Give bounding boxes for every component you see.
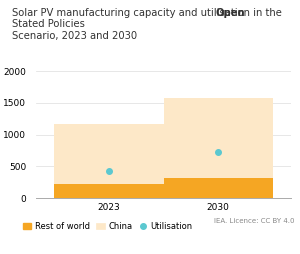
Bar	[54, 184, 164, 198]
Text: Solar PV manufacturing capacity and utilisation in the Stated Policies
Scenario,: Solar PV manufacturing capacity and util…	[12, 8, 282, 41]
Y-axis label: GW: GW	[0, 127, 1, 142]
Text: IEA. Licence: CC BY 4.0: IEA. Licence: CC BY 4.0	[214, 217, 294, 224]
Legend: Rest of world, China, Utilisation: Rest of world, China, Utilisation	[20, 219, 196, 235]
Bar	[164, 99, 273, 178]
Text: Open: Open	[216, 8, 246, 18]
Bar	[54, 124, 164, 184]
Bar	[164, 178, 273, 198]
